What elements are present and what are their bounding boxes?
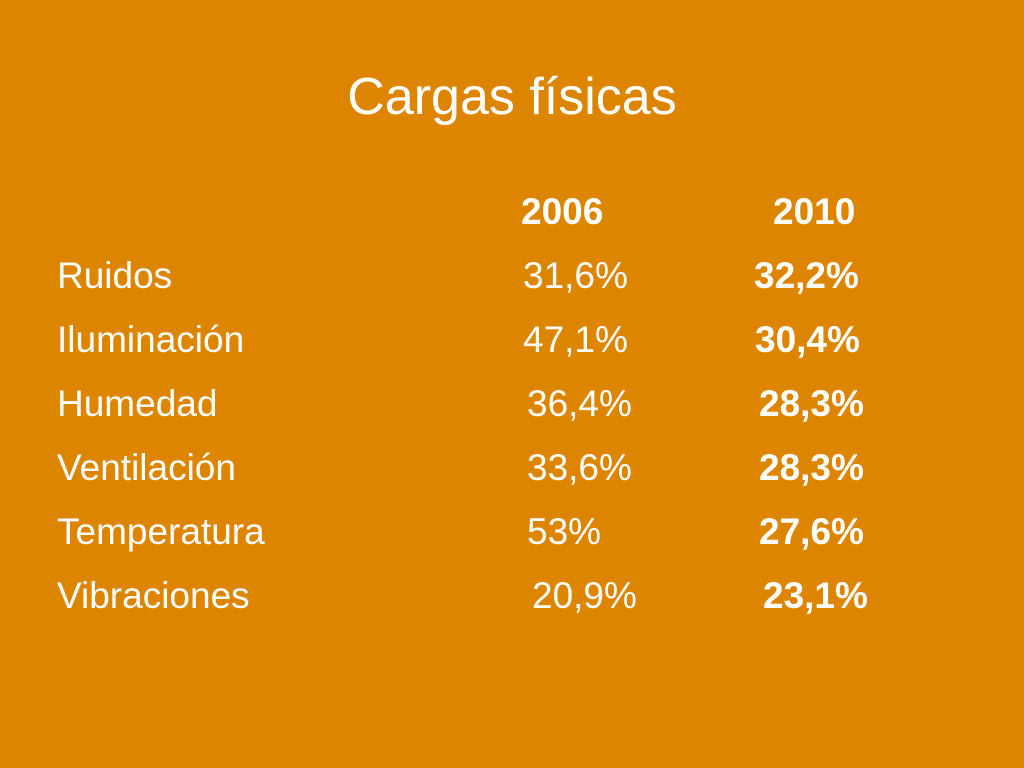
value-2006: 33,6%: [527, 447, 632, 488]
value-2010: 30,4%: [755, 319, 860, 360]
value-2010: 32,2%: [754, 255, 859, 296]
slide-title: Cargas físicas: [347, 68, 677, 126]
table-row: Iluminación 47,1% 30,4%: [0, 316, 1024, 380]
value-2006: 47,1%: [523, 319, 628, 360]
table-row: Vibraciones 20,9% 23,1%: [0, 572, 1024, 636]
value-2006: 31,6%: [523, 255, 628, 296]
row-label: Ruidos: [57, 255, 173, 296]
value-2010: 28,3%: [759, 447, 864, 488]
value-2006: 53%: [527, 511, 602, 552]
value-2006: 36,4%: [527, 383, 632, 424]
row-label: Ventilación: [57, 447, 236, 488]
value-2010: 28,3%: [759, 383, 864, 424]
table-row: Humedad 36,4% 28,3%: [0, 380, 1024, 444]
row-label: Vibraciones: [57, 575, 250, 616]
value-2006: 20,9%: [532, 575, 637, 616]
column-header-2006: 2006: [521, 191, 604, 232]
value-2010: 27,6%: [759, 511, 864, 552]
row-label: Temperatura: [57, 511, 265, 552]
table-row: Ventilación 33,6% 28,3%: [0, 444, 1024, 508]
value-2010: 23,1%: [763, 575, 868, 616]
row-label: Iluminación: [57, 319, 245, 360]
table-row: Temperatura 53% 27,6%: [0, 508, 1024, 572]
column-header-2010: 2010: [773, 191, 856, 232]
table-row: Ruidos 31,6% 32,2%: [0, 252, 1024, 316]
row-label: Humedad: [57, 383, 218, 424]
